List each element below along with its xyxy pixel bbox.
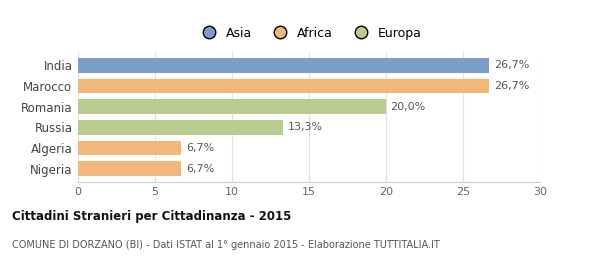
Bar	[78, 99, 386, 114]
Text: COMUNE DI DORZANO (BI) - Dati ISTAT al 1° gennaio 2015 - Elaborazione TUTTITALIA: COMUNE DI DORZANO (BI) - Dati ISTAT al 1…	[12, 240, 440, 250]
Text: 20,0%: 20,0%	[391, 102, 426, 112]
Bar	[78, 141, 181, 155]
Legend: Asia, Africa, Europa: Asia, Africa, Europa	[191, 22, 427, 45]
Text: 13,3%: 13,3%	[287, 122, 323, 132]
Bar	[78, 120, 283, 135]
Bar	[78, 58, 489, 73]
Bar	[78, 79, 489, 93]
Text: 6,7%: 6,7%	[186, 164, 214, 174]
Text: 26,7%: 26,7%	[494, 81, 529, 91]
Text: Cittadini Stranieri per Cittadinanza - 2015: Cittadini Stranieri per Cittadinanza - 2…	[12, 210, 292, 223]
Bar	[78, 161, 181, 176]
Text: 6,7%: 6,7%	[186, 143, 214, 153]
Text: 26,7%: 26,7%	[494, 60, 529, 70]
